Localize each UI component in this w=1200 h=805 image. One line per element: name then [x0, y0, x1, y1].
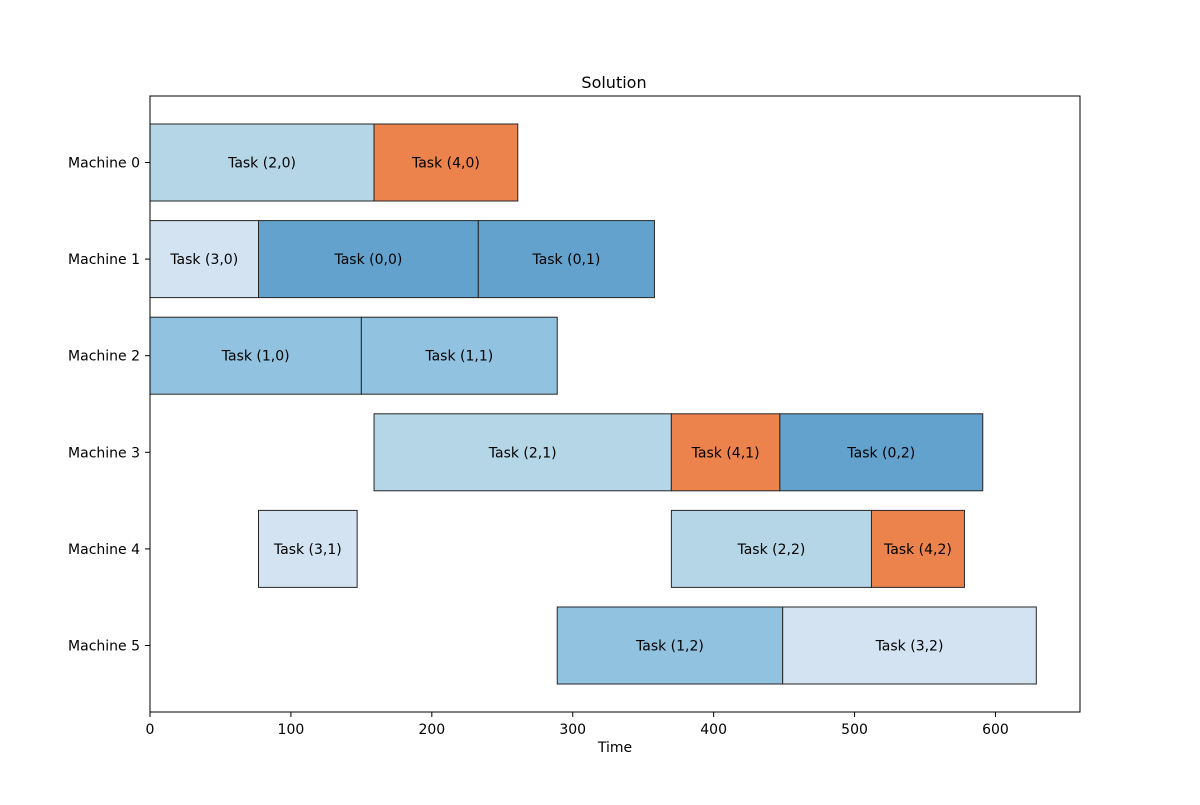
task-bar [258, 220, 479, 299]
task-bar [870, 509, 965, 588]
x-tick-label: 400 [700, 722, 727, 738]
task-bar [258, 509, 358, 588]
task-labels-layer: Task (2,0) Task (4,0) Task (3,0) Task (0,0)… [169, 156, 952, 655]
task-bar [149, 316, 362, 395]
task-bar [373, 413, 672, 492]
y-tick-label: Machine 0 [68, 156, 140, 172]
task-bar [373, 123, 519, 202]
task-bar [360, 316, 558, 395]
task-bar [477, 220, 655, 299]
chart-title: Solution [581, 73, 646, 92]
x-tick-label: 200 [418, 722, 445, 738]
task-label: Task (2,1) [488, 445, 557, 461]
task-label: Task (4,0) [411, 156, 480, 172]
task-bar [782, 606, 1037, 685]
task-label: Task (2,0) [227, 156, 296, 172]
task-label: Task (3,0) [169, 252, 238, 268]
bars-layer [149, 123, 1037, 685]
x-tick-label: 100 [278, 722, 305, 738]
task-bar [670, 413, 781, 492]
y-tick-label: Machine 4 [68, 542, 140, 558]
task-bar [670, 509, 872, 588]
x-axis-label: Time [597, 740, 632, 756]
y-tick-label: Machine 5 [68, 639, 140, 655]
task-bar [149, 220, 259, 299]
y-tick-label: Machine 2 [68, 349, 140, 365]
x-tick-label: 500 [841, 722, 868, 738]
task-bar [149, 123, 375, 202]
task-label: Task (3,2) [875, 639, 944, 655]
task-label: Task (4,2) [883, 542, 952, 558]
task-bar [556, 606, 784, 685]
x-tick-label: 0 [146, 722, 155, 738]
task-label: Task (0,1) [531, 252, 600, 268]
x-tick-label: 300 [559, 722, 586, 738]
task-label: Task (0,2) [846, 445, 915, 461]
task-label: Task (0,0) [333, 252, 402, 268]
task-label: Task (2,2) [736, 542, 805, 558]
task-label: Task (1,2) [635, 639, 704, 655]
task-label: Task (3,1) [273, 542, 342, 558]
task-label: Task (1,0) [221, 349, 290, 365]
plot-frame [149, 95, 1081, 713]
task-label: Task (1,1) [424, 349, 493, 365]
y-tick-label: Machine 3 [68, 445, 140, 461]
task-label: Task (4,1) [691, 445, 760, 461]
y-tick-label: Machine 1 [68, 252, 140, 268]
y-axis-ticks: Machine 0 Machine 1 Machine 2 Machine 3 Mach… [68, 156, 150, 655]
task-bar [779, 413, 984, 492]
x-tick-label: 600 [982, 722, 1009, 738]
x-axis-ticks: 0 100 200 300 400 500 600 [146, 712, 1009, 738]
